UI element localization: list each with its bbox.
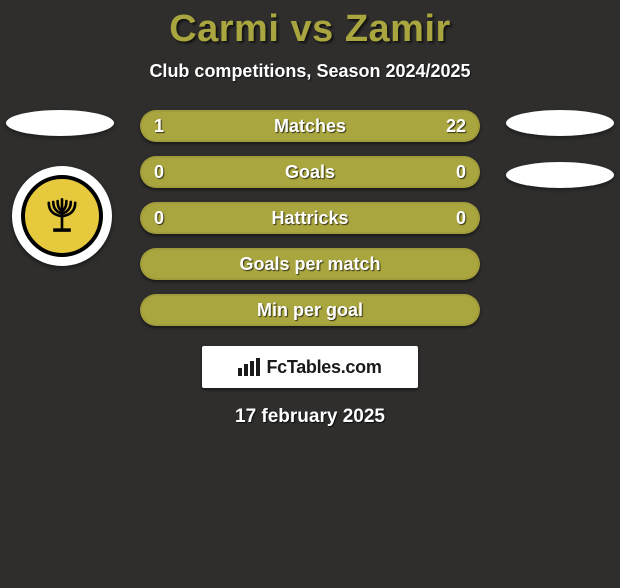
stat-bar: Matches 1 22 xyxy=(140,110,480,142)
player-right-slot-1-icon xyxy=(506,110,614,136)
left-club-badge xyxy=(12,166,112,266)
stat-bar: Hattricks 0 0 xyxy=(140,202,480,234)
title-right: Zamir xyxy=(345,8,451,50)
stat-right-value: 0 xyxy=(456,208,466,229)
stat-left-value: 1 xyxy=(154,116,164,137)
player-left-slot-icon xyxy=(6,110,114,136)
badge-outer-circle xyxy=(12,166,112,266)
bar-chart-icon xyxy=(238,358,260,376)
title-left: Carmi xyxy=(169,8,279,50)
brand-text: FcTables.com xyxy=(266,357,381,378)
snapshot-date: 17 february 2025 xyxy=(0,406,620,428)
stat-right-value: 22 xyxy=(446,116,466,137)
comparison-title: Carmi vs Zamir xyxy=(0,8,620,51)
comparison-subtitle: Club competitions, Season 2024/2025 xyxy=(0,61,620,82)
stat-bar: Min per goal xyxy=(140,294,480,326)
stat-label: Matches xyxy=(274,116,346,137)
stat-left-value: 0 xyxy=(154,162,164,183)
stat-label: Hattricks xyxy=(271,208,348,229)
stat-left-value: 0 xyxy=(154,208,164,229)
stat-bar: Goals per match xyxy=(140,248,480,280)
stat-label: Min per goal xyxy=(257,300,363,321)
stat-right-value: 0 xyxy=(456,162,466,183)
stat-bar: Goals 0 0 xyxy=(140,156,480,188)
comparison-panel: Matches 1 22 Goals 0 0 Hattricks 0 0 Goals per ma… xyxy=(0,110,620,428)
title-mid: vs xyxy=(290,8,333,50)
menorah-icon xyxy=(40,194,84,238)
stat-bars: Matches 1 22 Goals 0 0 Hattricks 0 0 Goals per ma… xyxy=(140,110,480,326)
badge-inner-circle xyxy=(21,175,103,257)
brand-box[interactable]: FcTables.com xyxy=(202,346,418,388)
stat-label: Goals per match xyxy=(239,254,380,275)
player-right-slot-2-icon xyxy=(506,162,614,188)
stat-label: Goals xyxy=(285,162,335,183)
